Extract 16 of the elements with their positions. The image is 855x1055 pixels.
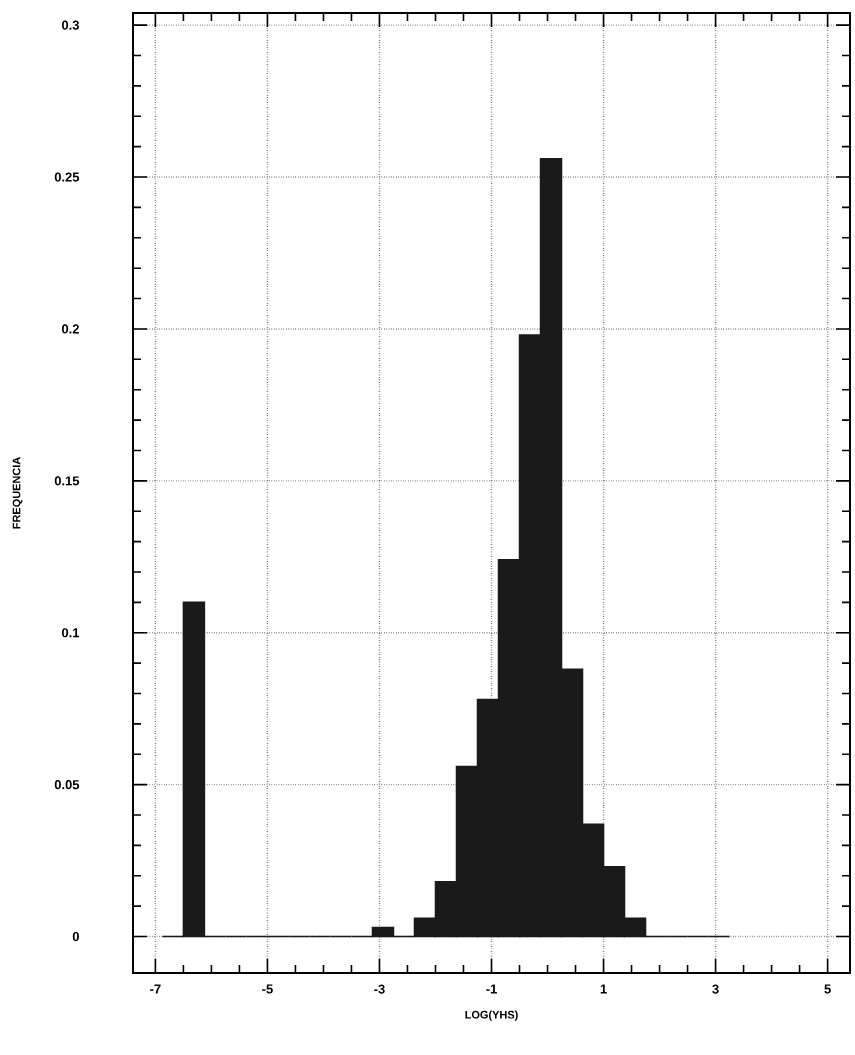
x-tick-label: -5 — [262, 984, 273, 994]
y-tick-label: 0.05 — [54, 780, 80, 790]
y-tick-label: 0.15 — [54, 476, 80, 486]
y-axis-title: FREQUENCIA — [12, 457, 23, 529]
x-tick-label: -1 — [486, 984, 497, 994]
y-tick-label: 0.3 — [61, 20, 80, 30]
x-tick-label: -3 — [374, 984, 385, 994]
x-tick-label: 5 — [824, 984, 831, 994]
x-tick-label: -7 — [150, 984, 161, 994]
y-tick-label: 0.2 — [61, 324, 79, 334]
y-tick-label: 0 — [72, 931, 79, 942]
x-tick-label: 3 — [712, 984, 719, 994]
x-axis-title: LOG(YHS) — [465, 1010, 518, 1021]
y-tick-label: 0.25 — [54, 172, 80, 182]
x-tick-label: 1 — [600, 984, 607, 994]
y-tick-label: 0.1 — [61, 628, 80, 638]
